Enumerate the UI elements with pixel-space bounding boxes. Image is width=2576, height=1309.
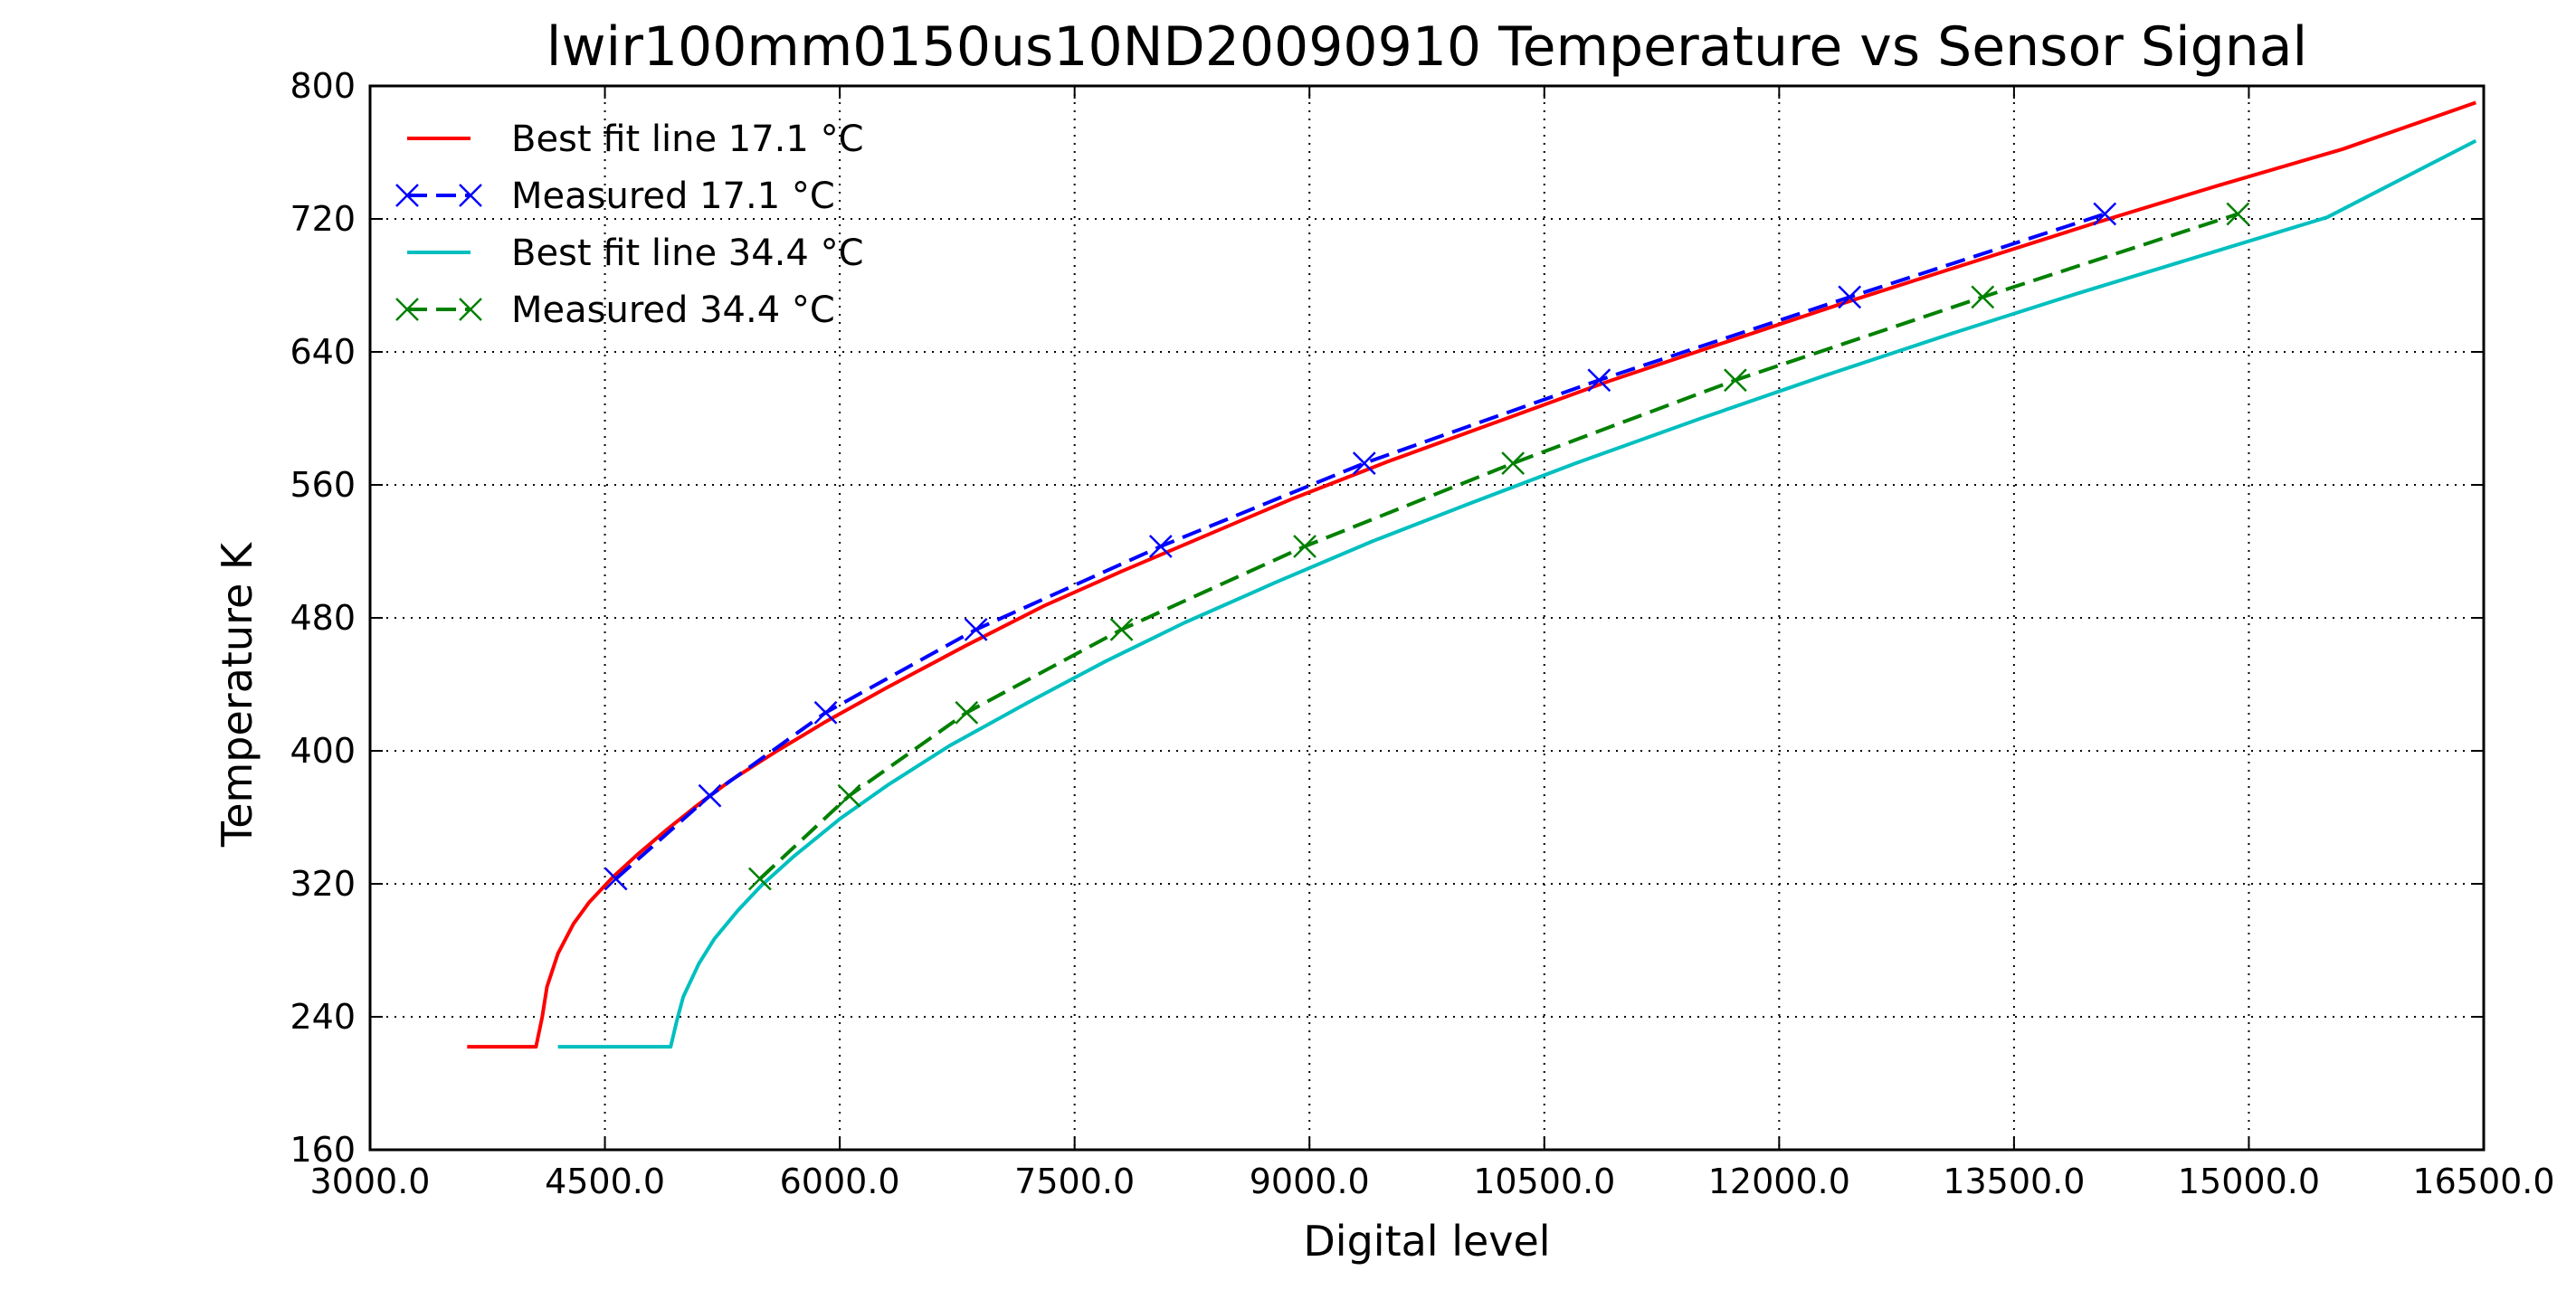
legend-label: Measured 17.1 °C — [511, 175, 835, 217]
data-point-marker — [1587, 368, 1611, 393]
data-point-marker — [1723, 368, 1747, 393]
data-point-marker — [2226, 202, 2250, 226]
data-point-marker — [747, 867, 772, 891]
legend-marker — [395, 298, 419, 321]
series-layer — [467, 100, 2477, 1049]
legend: Best fit line 17.1 °C Measured 17.1 °C Bes… — [395, 119, 864, 331]
legend-marker — [459, 184, 482, 207]
legend-label: Measured 34.4 °C — [511, 289, 835, 331]
data-point-marker — [1971, 285, 1995, 309]
x-tick-label: 4500.0 — [545, 1162, 665, 1201]
y-tick-label: 720 — [290, 199, 356, 239]
data-point-marker — [964, 617, 988, 641]
legend-label: Best fit line 34.4 °C — [511, 232, 864, 274]
data-point-marker — [1109, 617, 1134, 641]
x-tick-label: 16500.0 — [2412, 1162, 2554, 1201]
chart-title: lwir100mm0150us10ND20090910 Temperature … — [547, 15, 2307, 79]
y-tick-label: 400 — [290, 731, 356, 771]
data-point-marker — [1501, 451, 1526, 475]
data-point-marker — [1352, 451, 1376, 475]
x-tick-label: 12000.0 — [1708, 1162, 1850, 1201]
plot-frame — [368, 84, 2486, 1152]
legend-entry: Measured 17.1 °C — [395, 175, 835, 217]
y-tick-label: 560 — [290, 465, 356, 505]
x-tick-label: 3000.0 — [310, 1162, 431, 1201]
data-point-marker — [1148, 535, 1173, 558]
data-point-marker — [1838, 285, 1862, 309]
legend-entry: Best fit line 17.1 °C — [407, 119, 864, 160]
legend-entry: Best fit line 34.4 °C — [407, 232, 864, 274]
series-line-3 — [557, 138, 2477, 1049]
data-point-marker — [1293, 535, 1317, 558]
series-line-1 — [467, 100, 2476, 1049]
x-tick-label: 10500.0 — [1473, 1162, 1615, 1201]
data-point-marker — [955, 700, 979, 725]
x-tick-label: 15000.0 — [2178, 1162, 2320, 1201]
x-tick-label: 9000.0 — [1250, 1162, 1370, 1201]
legend-entry: Measured 34.4 °C — [395, 289, 835, 331]
data-point-marker — [698, 783, 722, 808]
legend-marker — [395, 184, 419, 207]
x-tick-label: 7500.0 — [1014, 1162, 1135, 1201]
x-axis-label: Digital level — [1303, 1217, 1550, 1266]
y-tick-label: 320 — [290, 864, 356, 904]
y-tick-label: 240 — [290, 997, 356, 1037]
y-tick-label: 160 — [290, 1130, 356, 1170]
tick-layer: 3000.0 4500.0 6000.0 7500.0 9000.0 10500.0 120… — [290, 66, 2554, 1201]
y-tick-label: 800 — [290, 66, 356, 106]
y-tick-label: 480 — [290, 598, 356, 638]
y-axis-label: Temperature K — [213, 541, 261, 848]
x-tick-label: 6000.0 — [780, 1162, 900, 1201]
y-tick-label: 640 — [290, 332, 356, 372]
data-point-marker — [604, 867, 628, 891]
legend-label: Best fit line 17.1 °C — [511, 119, 864, 160]
data-point-marker — [813, 700, 838, 725]
data-point-marker — [837, 783, 861, 808]
data-point-marker — [2093, 202, 2117, 226]
x-tick-label: 13500.0 — [1943, 1162, 2085, 1201]
legend-marker — [459, 298, 482, 321]
